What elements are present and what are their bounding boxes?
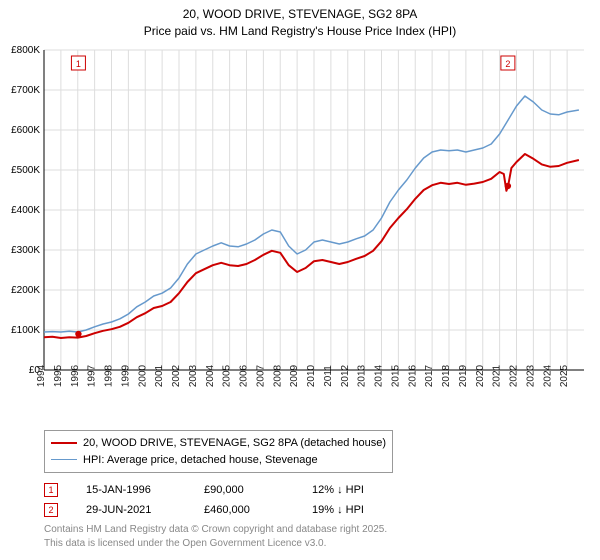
- svg-text:£600K: £600K: [11, 125, 40, 136]
- sale-badge: 2: [44, 503, 58, 517]
- sale-diff: 19% ↓ HPI: [312, 504, 402, 516]
- svg-text:£800K: £800K: [11, 45, 40, 56]
- svg-text:2013: 2013: [357, 364, 368, 387]
- chart-container: 20, WOOD DRIVE, STEVENAGE, SG2 8PA Price…: [0, 0, 600, 560]
- sale-price: £460,000: [204, 504, 284, 516]
- svg-text:2012: 2012: [340, 364, 351, 387]
- chart-area: £0£100K£200K£300K£400K£500K£600K£700K£80…: [0, 44, 600, 424]
- svg-text:2006: 2006: [239, 364, 250, 387]
- svg-text:2002: 2002: [171, 364, 182, 387]
- svg-text:2000: 2000: [137, 364, 148, 387]
- footnote-line1: Contains HM Land Registry data © Crown c…: [44, 523, 584, 537]
- sale-row: 1 15-JAN-1996 £90,000 12% ↓ HPI: [44, 483, 584, 497]
- svg-text:2020: 2020: [475, 364, 486, 387]
- svg-text:2009: 2009: [289, 364, 300, 387]
- svg-text:2005: 2005: [222, 364, 233, 387]
- svg-text:1997: 1997: [87, 364, 98, 387]
- legend-label: 20, WOOD DRIVE, STEVENAGE, SG2 8PA (deta…: [83, 435, 386, 452]
- legend-swatch: [51, 459, 77, 460]
- svg-text:2008: 2008: [272, 364, 283, 387]
- sale-date: 29-JUN-2021: [86, 504, 176, 516]
- svg-text:2017: 2017: [424, 364, 435, 387]
- svg-text:2001: 2001: [154, 364, 165, 387]
- svg-text:2015: 2015: [390, 364, 401, 387]
- svg-text:1996: 1996: [70, 364, 81, 387]
- sale-price: £90,000: [204, 484, 284, 496]
- svg-text:2016: 2016: [407, 364, 418, 387]
- svg-text:2024: 2024: [542, 364, 553, 387]
- footnote: Contains HM Land Registry data © Crown c…: [44, 523, 584, 550]
- svg-text:£100K: £100K: [11, 325, 40, 336]
- title-line1: 20, WOOD DRIVE, STEVENAGE, SG2 8PA: [0, 6, 600, 23]
- svg-text:1: 1: [76, 59, 81, 69]
- svg-text:£400K: £400K: [11, 205, 40, 216]
- svg-text:2010: 2010: [306, 364, 317, 387]
- svg-text:£500K: £500K: [11, 165, 40, 176]
- sale-row: 2 29-JUN-2021 £460,000 19% ↓ HPI: [44, 503, 584, 517]
- svg-text:2003: 2003: [188, 364, 199, 387]
- svg-text:2023: 2023: [525, 364, 536, 387]
- svg-text:2014: 2014: [374, 364, 385, 387]
- svg-text:1998: 1998: [104, 364, 115, 387]
- sale-diff: 12% ↓ HPI: [312, 484, 402, 496]
- svg-text:£200K: £200K: [11, 285, 40, 296]
- legend-box: 20, WOOD DRIVE, STEVENAGE, SG2 8PA (deta…: [44, 430, 393, 473]
- legend-row: 20, WOOD DRIVE, STEVENAGE, SG2 8PA (deta…: [51, 435, 386, 452]
- svg-text:1999: 1999: [120, 364, 131, 387]
- legend-row: HPI: Average price, detached house, Stev…: [51, 452, 386, 469]
- sale-badge: 1: [44, 483, 58, 497]
- svg-text:2021: 2021: [492, 364, 503, 387]
- title-line2: Price paid vs. HM Land Registry's House …: [0, 23, 600, 40]
- svg-text:2011: 2011: [323, 365, 334, 387]
- sale-date: 15-JAN-1996: [86, 484, 176, 496]
- legend-swatch: [51, 442, 77, 444]
- svg-text:2022: 2022: [509, 364, 520, 387]
- svg-text:2019: 2019: [458, 364, 469, 387]
- svg-text:£300K: £300K: [11, 245, 40, 256]
- legend-label: HPI: Average price, detached house, Stev…: [83, 452, 318, 469]
- svg-text:2018: 2018: [441, 364, 452, 387]
- legend-area: 20, WOOD DRIVE, STEVENAGE, SG2 8PA (deta…: [44, 430, 584, 550]
- chart-svg: £0£100K£200K£300K£400K£500K£600K£700K£80…: [0, 44, 600, 424]
- svg-text:2007: 2007: [255, 364, 266, 387]
- svg-text:2025: 2025: [559, 364, 570, 387]
- svg-text:2004: 2004: [205, 364, 216, 387]
- sale-rows: 1 15-JAN-1996 £90,000 12% ↓ HPI 2 29-JUN-2021…: [44, 483, 584, 517]
- title-block: 20, WOOD DRIVE, STEVENAGE, SG2 8PA Price…: [0, 0, 600, 40]
- svg-text:2: 2: [505, 59, 510, 69]
- svg-text:£700K: £700K: [11, 85, 40, 96]
- svg-text:1994: 1994: [36, 364, 47, 387]
- footnote-line2: This data is licensed under the Open Gov…: [44, 537, 584, 551]
- svg-text:1995: 1995: [53, 364, 64, 387]
